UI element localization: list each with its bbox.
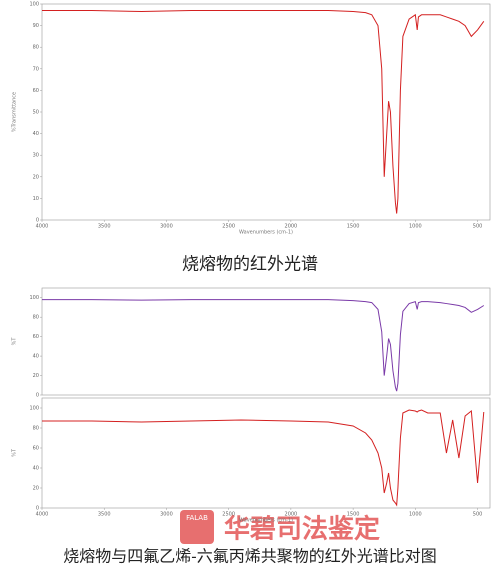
x-tick-label: 2000: [285, 512, 298, 518]
x-tick-label: 1000: [409, 512, 422, 518]
y-tick-label: 60: [33, 334, 39, 340]
x-tick-label: 1000: [409, 224, 422, 230]
x-tick-label: 3000: [160, 224, 173, 230]
caption: 烧熔物与四氟乙烯-六氟丙烯共聚物的红外光谱比对图: [63, 547, 436, 566]
y-tick-label: 90: [33, 23, 39, 29]
y-tick-label: 70: [33, 66, 39, 72]
spectrum-line: [42, 409, 485, 507]
x-tick-label: 4000: [36, 512, 49, 518]
x-tick-label: 3000: [160, 512, 173, 518]
x-tick-label: 500: [473, 512, 483, 518]
caption: 烧熔物的红外光谱: [182, 255, 318, 275]
x-tick-label: 2500: [222, 512, 235, 518]
y-axis-label: %Transmittance: [12, 92, 18, 132]
y-tick-label: 0: [36, 218, 39, 224]
watermark-text: 华碧司法鉴定: [224, 514, 380, 545]
x-tick-label: 500: [473, 224, 483, 230]
y-tick-label: 100: [29, 295, 39, 301]
y-tick-label: 40: [33, 354, 39, 360]
y-tick-label: 10: [33, 196, 39, 202]
plot-frame: [41, 3, 491, 221]
plot-frame: [41, 397, 491, 509]
x-axis-label: Wavenumbers (cm-1): [239, 518, 293, 524]
y-tick-label: 20: [33, 486, 39, 492]
y-tick-label: 20: [33, 174, 39, 180]
y-tick-label: 100: [29, 2, 39, 8]
y-tick-label: 60: [33, 88, 39, 94]
watermark-logo: FALAB: [186, 514, 208, 522]
y-tick-label: 40: [33, 466, 39, 472]
spectrum-line: [42, 299, 485, 392]
spectrum-line: [42, 9, 485, 214]
x-axis-label: Wavenumbers (cm-1): [239, 230, 293, 236]
y-tick-label: 30: [33, 153, 39, 159]
x-tick-label: 4000: [36, 224, 49, 230]
y-tick-label: 60: [33, 446, 39, 452]
y-tick-label: 80: [33, 315, 39, 321]
y-tick-label: 0: [36, 506, 39, 512]
plot-frame: [41, 287, 491, 396]
y-tick-label: 20: [33, 373, 39, 379]
y-tick-label: 80: [33, 426, 39, 432]
y-tick-label: 50: [33, 110, 39, 116]
x-tick-label: 1500: [347, 512, 360, 518]
y-axis-label: %T: [12, 337, 18, 346]
watermark: FALAB 华碧司法鉴定: [180, 510, 380, 545]
y-tick-label: 40: [33, 131, 39, 137]
y-tick-label: 80: [33, 45, 39, 51]
watermark-logo-box: [180, 510, 214, 544]
y-axis-label: %T: [12, 448, 18, 457]
x-tick-label: 1500: [347, 224, 360, 230]
x-tick-label: 2000: [285, 224, 298, 230]
x-tick-label: 3500: [98, 512, 111, 518]
x-tick-label: 3500: [98, 224, 111, 230]
x-tick-label: 2500: [222, 224, 235, 230]
y-tick-label: 100: [29, 406, 39, 412]
y-tick-label: 0: [36, 393, 39, 399]
